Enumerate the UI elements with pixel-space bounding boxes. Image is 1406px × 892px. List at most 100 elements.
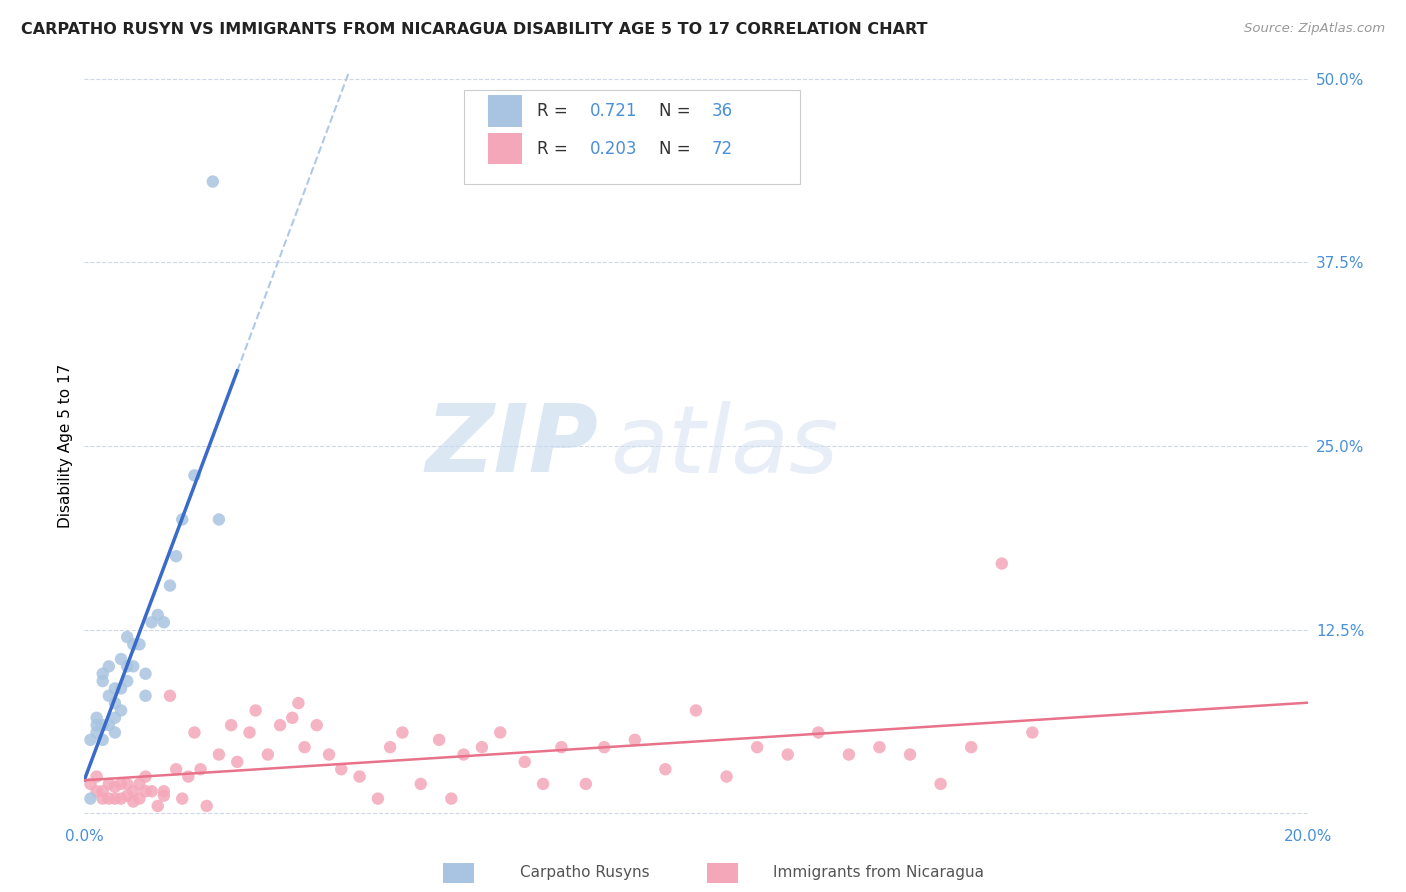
Point [153,789,176,803]
Point [97,718,120,732]
Point [97,777,120,791]
Point [86,711,108,725]
Point [115,777,138,791]
Text: N =: N = [659,102,696,120]
Point [104,681,127,696]
Point [135,689,157,703]
Point [115,659,138,673]
Point [110,652,132,666]
Point [91,718,114,732]
Point [86,784,108,798]
Point [183,725,205,739]
Point [122,784,145,798]
Point [172,791,194,805]
FancyBboxPatch shape [464,90,800,184]
Point [153,784,176,798]
Point [747,740,769,755]
Point [172,512,194,526]
Point [177,770,200,784]
Point [991,557,1014,571]
Point [380,740,402,755]
Point [281,711,304,725]
Point [97,659,120,673]
Point [208,747,231,762]
Bar [488,95,522,127]
Point [79,732,101,747]
Point [776,747,799,762]
Point [330,762,353,776]
Point [110,703,132,717]
Point [135,784,157,798]
Text: R =: R = [537,102,574,120]
Point [165,549,187,564]
Point [128,637,150,651]
Point [226,755,249,769]
Point [807,725,830,739]
Point [190,762,212,776]
Point [929,777,952,791]
Point [97,689,120,703]
Point [135,770,157,784]
Point [238,725,260,739]
Point [531,777,554,791]
Point [159,578,181,592]
Point [86,718,108,732]
Point [409,777,432,791]
Point [838,747,860,762]
Text: 0.203: 0.203 [589,140,637,158]
Point [219,718,242,732]
Point [91,732,114,747]
Point [115,789,138,803]
Text: 0.721: 0.721 [589,102,637,120]
Point [391,725,413,739]
Point [115,630,138,644]
Point [91,666,114,681]
Text: R =: R = [537,140,574,158]
Point [110,791,132,805]
Point [440,791,463,805]
Point [122,659,145,673]
Point [471,740,494,755]
Point [869,740,891,755]
Point [453,747,475,762]
Point [115,674,138,689]
Point [165,762,187,776]
Point [294,740,316,755]
Point [146,607,169,622]
Point [195,799,218,814]
Point [91,791,114,805]
Point [146,799,169,814]
Point [550,740,572,755]
Point [575,777,598,791]
Text: Immigrants from Nicaragua: Immigrants from Nicaragua [773,865,984,880]
Point [110,777,132,791]
Point [79,777,101,791]
Point [513,755,536,769]
Point [110,681,132,696]
Point [349,770,371,784]
Point [153,615,176,630]
Point [716,770,738,784]
Point [128,777,150,791]
Y-axis label: Disability Age 5 to 17: Disability Age 5 to 17 [58,364,73,528]
Point [104,780,127,794]
Point [104,711,127,725]
Point [305,718,328,732]
Point [183,468,205,483]
Point [593,740,616,755]
Point [141,615,163,630]
Point [624,732,647,747]
Point [91,674,114,689]
Point [685,703,707,717]
Bar [488,133,522,164]
Point [104,725,127,739]
Text: ZIP: ZIP [425,400,598,492]
Point [122,637,145,651]
Point [257,747,280,762]
Point [201,175,224,189]
Point [104,791,127,805]
Point [427,732,450,747]
Point [489,725,512,739]
Point [269,718,291,732]
Point [287,696,309,710]
